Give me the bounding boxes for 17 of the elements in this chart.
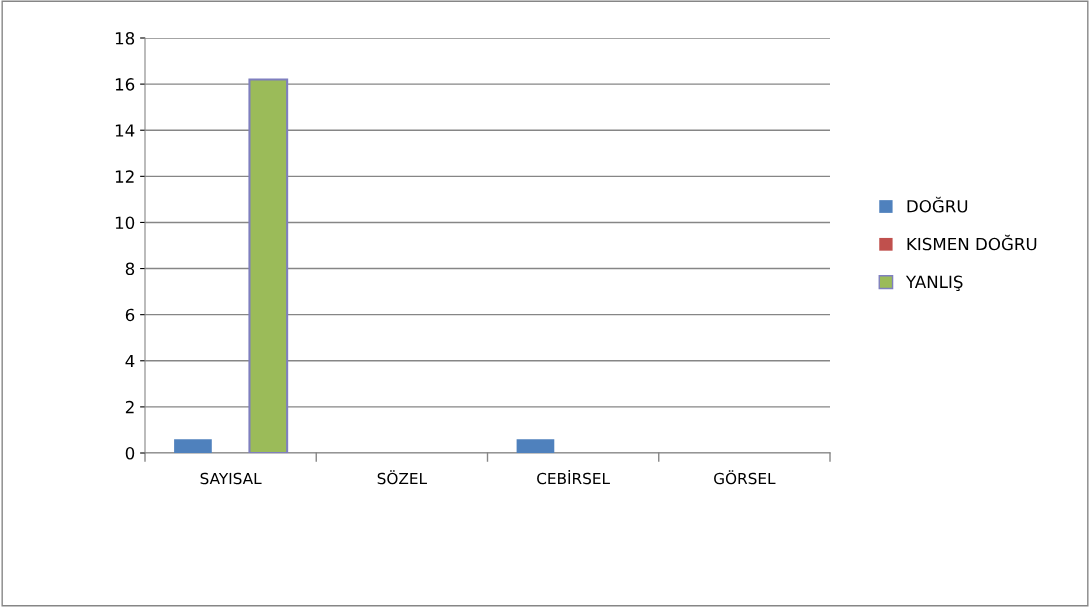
- y-tick-label: 10: [115, 216, 135, 230]
- x-tick-label: GÖRSEL: [714, 470, 776, 485]
- y-tick-label: 0: [125, 446, 135, 460]
- x-tick-label: CEBİRSEL: [537, 470, 610, 485]
- y-tick-label: 2: [125, 400, 134, 414]
- x-tick-label: SÖZEL: [377, 470, 427, 485]
- legend-label: YANLIŞ: [905, 275, 963, 292]
- y-tick-label: 8: [125, 262, 135, 276]
- y-tick-label: 18: [115, 31, 135, 45]
- y-tick-label: 4: [125, 354, 135, 368]
- y-tick-label: 16: [115, 78, 135, 91]
- x-tick-label: SAYISAL: [200, 472, 262, 485]
- y-tick-label: 14: [115, 124, 135, 137]
- y-tick-label: 12: [115, 170, 134, 183]
- legend-label: DOĞRU: [907, 196, 968, 213]
- legend-label: KISMEN DOĞRU: [907, 234, 1037, 251]
- y-tick-label: 6: [125, 308, 135, 322]
